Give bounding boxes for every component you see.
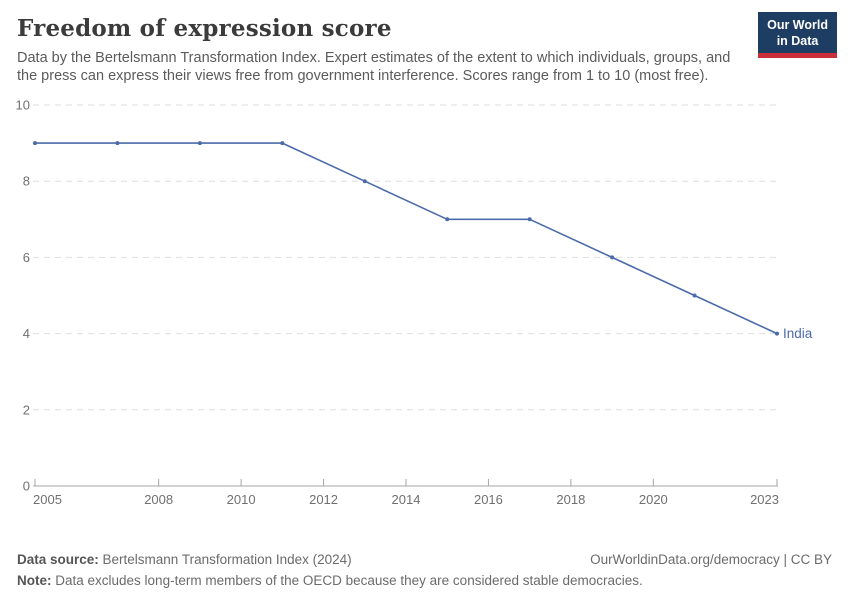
- footer-source-row: Data source: Bertelsmann Transformation …: [17, 550, 832, 571]
- x-tick-label-2010: 2010: [227, 492, 256, 507]
- data-point-india-2009[interactable]: [197, 140, 202, 145]
- data-point-india-2011[interactable]: [280, 140, 285, 145]
- y-tick-label-2: 2: [23, 402, 30, 417]
- chart-subtitle: Data by the Bertelsmann Transformation I…: [17, 50, 731, 85]
- series-line-india[interactable]: [34, 141, 778, 334]
- y-tick-label-8: 8: [23, 173, 30, 188]
- x-tick-label-2012: 2012: [309, 492, 338, 507]
- footer-note-row: Note: Data excludes long-term members of…: [17, 571, 832, 592]
- x-tick-label-2005: 2005: [33, 492, 62, 507]
- x-tick-label-2020: 2020: [639, 492, 668, 507]
- owid-logo-line1: Our World: [767, 18, 828, 32]
- chart-svg: 0 2 4 6 8 10 2005 2008 2010 2012 2014 2016 2018 2020 2…: [16, 97, 813, 507]
- y-tick-label-10: 10: [16, 97, 30, 112]
- data-point-india-2007[interactable]: [115, 140, 120, 145]
- data-point-india-2013[interactable]: [362, 178, 367, 183]
- series-end-label-india[interactable]: India: [783, 326, 813, 341]
- chart-area: 0 2 4 6 8 10 2005 2008 2010 2012 2014 2016 2018 2020 2…: [0, 90, 850, 527]
- data-point-india-2017[interactable]: [527, 216, 532, 221]
- owid-logo-line2: in Data: [776, 34, 819, 49]
- source-label: Data source:: [17, 552, 99, 568]
- y-tick-label-4: 4: [23, 326, 30, 341]
- y-tick-label-0: 0: [23, 478, 30, 493]
- x-tick-label-2016: 2016: [474, 492, 503, 507]
- data-point-india-2023[interactable]: [775, 331, 779, 336]
- x-tick-label-2018: 2018: [556, 492, 585, 507]
- data-point-india-2021[interactable]: [692, 293, 697, 298]
- source-text: Bertelsmann Transformation Index (2024): [98, 552, 352, 568]
- data-point-india-2019[interactable]: [610, 254, 615, 259]
- x-tick-label-2023: 2023: [750, 492, 779, 507]
- note-text: Data excludes long-term members of the O…: [51, 573, 643, 589]
- y-tick-label-6: 6: [23, 249, 30, 264]
- chart-footer: Data source: Bertelsmann Transformation …: [17, 550, 832, 592]
- x-tick-label-2008: 2008: [144, 492, 173, 507]
- page-title: Freedom of expression score: [17, 15, 392, 42]
- owid-url-link[interactable]: OurWorldinData.org/democracy | CC BY: [590, 552, 832, 568]
- chart-header: Freedom of expression score Data by the …: [0, 0, 850, 86]
- x-tick-label-2014: 2014: [392, 492, 421, 507]
- data-point-india-2005[interactable]: [33, 140, 37, 145]
- source-line: Data source: Bertelsmann Transformation …: [17, 550, 352, 571]
- data-point-india-2015[interactable]: [445, 216, 450, 221]
- owid-logo[interactable]: Our World in Data: [758, 12, 837, 58]
- note-label: Note:: [17, 573, 52, 589]
